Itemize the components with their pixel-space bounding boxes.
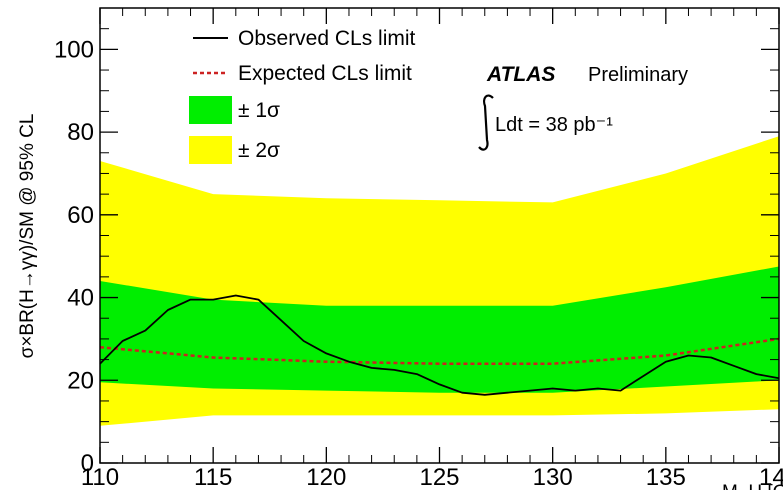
legend: Observed CLs limit Expected CLs limit ± … bbox=[189, 27, 416, 164]
atlas-annotation: ATLAS Preliminary Ldt = 38 pb⁻¹ bbox=[478, 63, 688, 151]
y-tick-label: 20 bbox=[67, 367, 94, 394]
legend-two-sigma-swatch bbox=[189, 136, 232, 164]
bands bbox=[100, 136, 779, 426]
legend-one-sigma-label: ± 1σ bbox=[238, 99, 280, 122]
x-tick-label: 135 bbox=[646, 464, 686, 490]
series-lines bbox=[99, 294, 780, 396]
x-tick-label: 110 bbox=[81, 464, 119, 490]
y-axis-title: σ×BR(H→γγ)/SM @ 95% CL bbox=[17, 114, 38, 359]
y-tick-label: 40 bbox=[67, 285, 94, 312]
observed-limit-line bbox=[99, 294, 780, 396]
one-sigma-band bbox=[100, 266, 779, 393]
x-axis-title: M_H [GeV] bbox=[722, 482, 783, 490]
legend-two-sigma-label: ± 2σ bbox=[238, 139, 280, 162]
legend-observed-label: Observed CLs limit bbox=[238, 27, 416, 50]
x-tick-label: 140 bbox=[759, 464, 783, 490]
y-tick-label: 60 bbox=[67, 202, 94, 229]
legend-expected-label: Expected CLs limit bbox=[238, 62, 412, 85]
axis-ticks: 110 115 120 125 130 135 140 0 20 40 60 80 100 bbox=[54, 7, 783, 490]
x-tick-label: 115 bbox=[194, 464, 232, 490]
integral-sign bbox=[478, 94, 494, 151]
preliminary-label: Preliminary bbox=[588, 64, 688, 86]
x-tick-label: 130 bbox=[533, 464, 573, 490]
y-tick-label: 0 bbox=[81, 450, 94, 477]
y-tick-label: 80 bbox=[67, 119, 94, 146]
legend-one-sigma-swatch bbox=[189, 96, 232, 124]
luminosity-label: Ldt = 38 pb⁻¹ bbox=[495, 114, 613, 136]
x-tick-label: 120 bbox=[306, 464, 346, 490]
atlas-label: ATLAS bbox=[486, 63, 555, 86]
expected-limit-line bbox=[99, 337, 780, 365]
x-tick-label: 125 bbox=[419, 464, 459, 490]
y-tick-label: 100 bbox=[54, 36, 94, 63]
